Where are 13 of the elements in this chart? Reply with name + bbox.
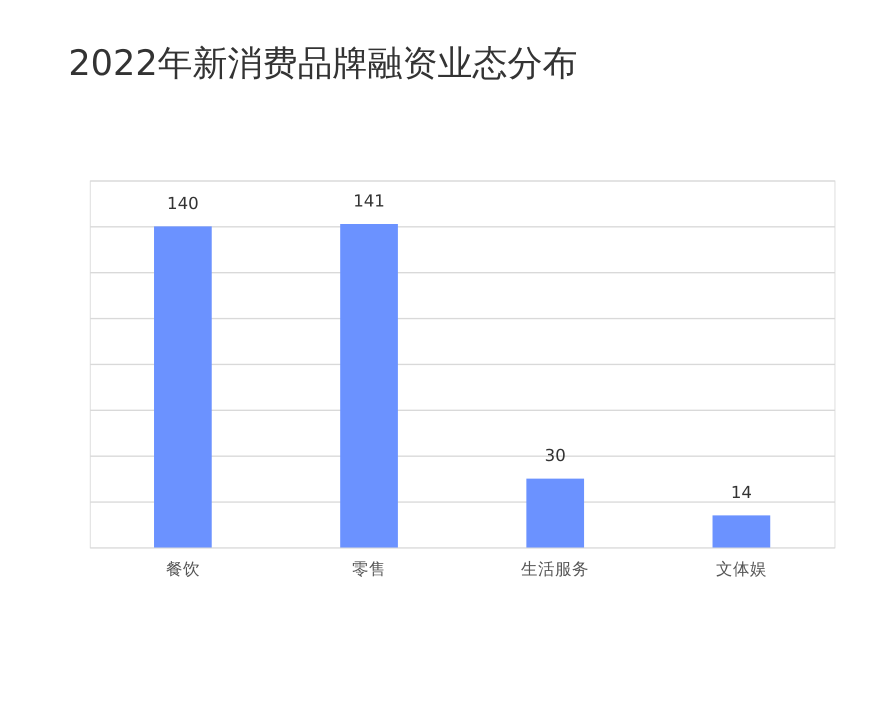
data-label: 141 <box>353 191 385 210</box>
data-label: 140 <box>167 194 199 213</box>
bar <box>340 224 398 548</box>
x-tick-label: 生活服务 <box>521 559 590 578</box>
x-tick-label: 零售 <box>352 559 386 578</box>
chart-title: 2022年新消费品牌融资业态分布 <box>68 43 578 84</box>
bar <box>712 515 770 548</box>
bar <box>526 478 584 548</box>
x-tick-label: 餐饮 <box>166 559 200 578</box>
data-label: 30 <box>544 446 566 466</box>
x-tick-label: 文体娱 <box>716 559 767 578</box>
data-label: 14 <box>730 482 752 502</box>
bar <box>154 226 212 548</box>
